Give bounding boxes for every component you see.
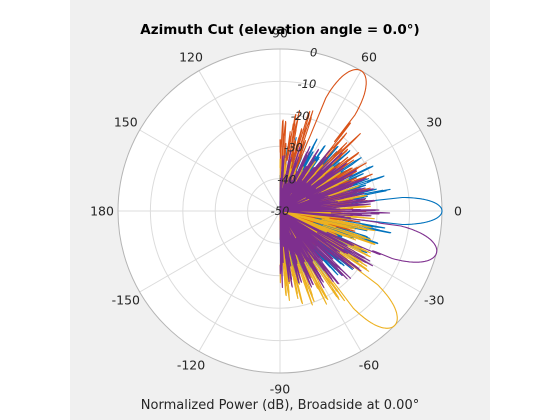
radial-tick-label: -40 [277,172,296,186]
radial-tick-label: -50 [271,204,290,218]
angle-tick-label: 30 [426,115,442,130]
radial-tick-label: -10 [298,77,317,91]
angle-tick-label: -150 [112,293,140,308]
series-line-4 [279,145,438,289]
angle-tick-label: -90 [270,382,290,397]
chart-title: Azimuth Cut (elevation angle = 0.0°) [140,22,420,38]
radial-tick-label: -20 [291,109,310,123]
angle-grid-spoke [198,210,281,352]
radial-tick-label: -30 [284,141,303,155]
angle-tick-label: 60 [361,49,377,64]
angle-tick-label: 150 [114,115,138,130]
angle-tick-label: -120 [177,358,205,373]
chart-xlabel: Normalized Power (dB), Broadside at 0.00… [140,398,420,413]
radial-tick-label: 0 [310,46,317,60]
angle-grid-spoke [139,129,281,212]
angle-tick-label: 0 [454,204,462,219]
angle-tick-label: 180 [90,204,114,219]
angle-grid-spoke [139,210,281,293]
angle-grid-spoke [198,70,281,212]
angle-tick-label: -30 [424,293,444,308]
angle-tick-label: 90 [272,26,288,41]
angle-tick-label: -60 [359,358,379,373]
angle-tick-label: 120 [179,49,203,64]
